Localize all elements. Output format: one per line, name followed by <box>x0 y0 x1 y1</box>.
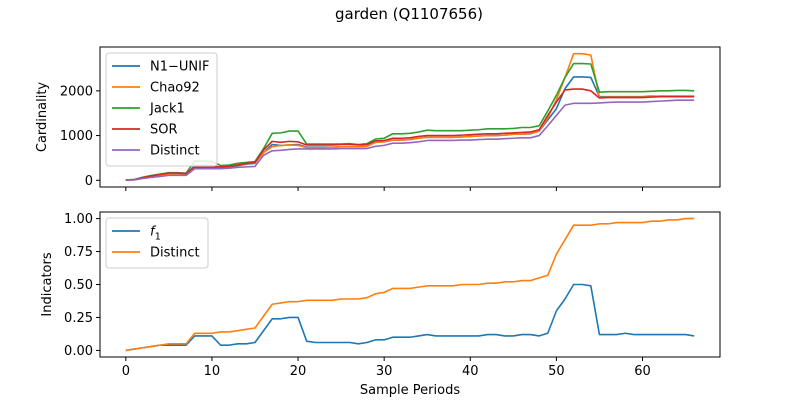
y-tick-label: 0.00 <box>64 344 93 359</box>
y-tick-label: 1.00 <box>64 212 93 227</box>
y-tick-label: 1000 <box>60 129 93 144</box>
legend-label: SOR <box>150 123 178 138</box>
x-tick-label: 40 <box>462 364 479 379</box>
x-tick-label: 20 <box>290 364 307 379</box>
x-tick-label: 50 <box>548 364 565 379</box>
axes-frame <box>99 46 721 188</box>
legend-box <box>105 52 218 167</box>
x-tick-label: 10 <box>204 364 221 379</box>
y-axis-label: Cardinality <box>35 82 50 153</box>
series-line-1-0 <box>125 283 695 352</box>
x-tick-label: 0 <box>122 364 130 379</box>
series-line-0-4 <box>125 99 695 181</box>
y-tick-label: 0.75 <box>64 245 93 260</box>
indicators-panel: 0 10 20 30 40 50 60 0.00 0.25 0.50 0.75 1.00 Indicat… <box>40 211 721 398</box>
cardinality-panel: 0 1000 2000 Cardinality N1−UNIF Chao92 Jack1 SO… <box>35 46 721 191</box>
x-tick-label: 30 <box>376 364 393 379</box>
figure-title: garden (Q1107656) <box>335 5 483 23</box>
legend-label: Chao92 <box>150 81 200 96</box>
legend-label: Jack1 <box>149 102 185 117</box>
y-tick-label: 0.50 <box>64 278 93 293</box>
legend-label: Distinct <box>150 246 200 261</box>
x-axis-label: Sample Periods <box>360 383 460 398</box>
legend: f1 Distinct <box>105 217 209 269</box>
series-line-0-2 <box>125 62 695 181</box>
y-tick-label: 2000 <box>60 84 93 99</box>
legend: N1−UNIF Chao92 Jack1 SOR Distinct <box>105 52 218 167</box>
y-tick-label: 0 <box>85 174 93 189</box>
x-tick-label: 60 <box>634 364 651 379</box>
series-group <box>125 217 695 352</box>
legend-box <box>105 217 209 269</box>
legend-label: f1 <box>150 225 161 243</box>
legend-label: Distinct <box>150 144 200 159</box>
y-axis-label: Indicators <box>40 252 55 316</box>
legend-label: N1−UNIF <box>150 60 209 75</box>
series-group <box>125 52 695 181</box>
y-tick-label: 0.25 <box>64 311 93 326</box>
series-line-1-1 <box>125 217 695 352</box>
series-line-0-3 <box>125 88 695 181</box>
